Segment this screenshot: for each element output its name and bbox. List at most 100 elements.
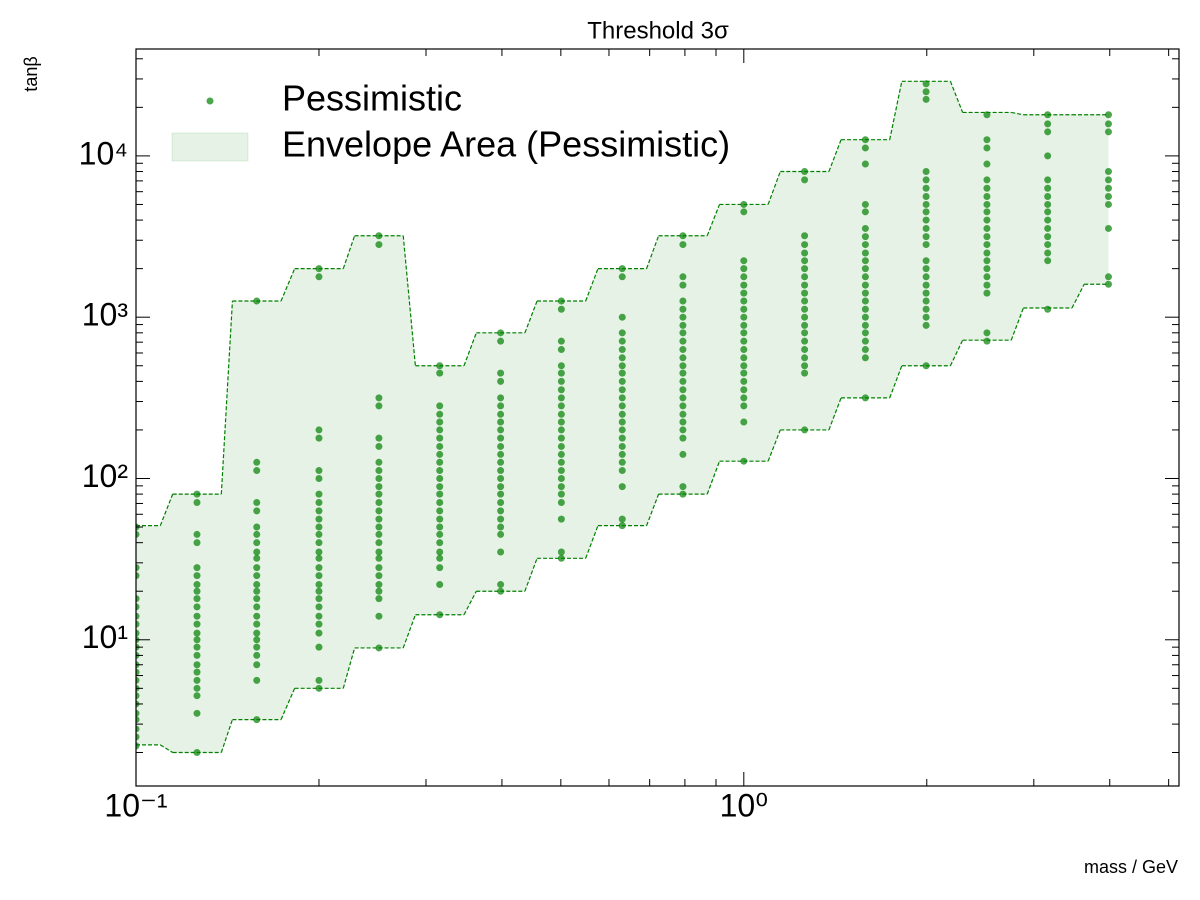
point xyxy=(801,329,809,337)
point xyxy=(253,629,261,637)
point xyxy=(315,603,323,611)
point xyxy=(375,548,383,556)
point xyxy=(436,402,444,410)
point xyxy=(315,612,323,620)
point xyxy=(557,554,565,562)
point xyxy=(801,426,809,434)
point xyxy=(193,564,201,572)
point xyxy=(922,321,930,329)
point xyxy=(861,257,869,265)
point xyxy=(136,725,140,733)
point xyxy=(983,289,991,297)
y-tick-label: 10⁴ xyxy=(79,135,128,171)
point xyxy=(618,483,626,491)
point xyxy=(1104,176,1112,184)
point xyxy=(740,377,748,385)
point xyxy=(740,369,748,377)
point xyxy=(315,434,323,442)
point xyxy=(497,490,505,498)
point xyxy=(618,450,626,458)
point xyxy=(1044,128,1052,136)
point xyxy=(436,515,444,523)
point xyxy=(315,523,323,531)
point xyxy=(1104,120,1112,128)
legend-marker xyxy=(206,97,214,105)
point xyxy=(740,208,748,216)
point xyxy=(861,394,869,402)
point xyxy=(801,289,809,297)
point xyxy=(1104,200,1112,208)
point xyxy=(1044,200,1052,208)
point xyxy=(1044,241,1052,249)
point xyxy=(253,620,261,628)
point xyxy=(679,241,687,249)
point xyxy=(136,742,140,750)
point xyxy=(801,273,809,281)
point xyxy=(983,193,991,201)
point xyxy=(253,507,261,515)
point xyxy=(557,467,565,475)
point xyxy=(861,329,869,337)
point xyxy=(375,241,383,249)
point xyxy=(861,321,869,329)
point xyxy=(618,354,626,362)
point xyxy=(679,313,687,321)
point xyxy=(253,523,261,531)
point xyxy=(136,595,140,603)
point xyxy=(922,184,930,192)
point xyxy=(193,603,201,611)
point xyxy=(861,337,869,345)
point xyxy=(1104,273,1112,281)
point xyxy=(922,281,930,289)
point xyxy=(679,434,687,442)
point xyxy=(618,442,626,450)
point xyxy=(922,168,930,176)
envelope-step xyxy=(402,235,416,366)
legend-label: Pessimistic xyxy=(282,78,462,119)
point xyxy=(136,676,140,684)
point xyxy=(861,136,869,144)
point xyxy=(375,587,383,595)
point xyxy=(497,394,505,402)
point xyxy=(679,232,687,240)
point xyxy=(679,281,687,289)
point xyxy=(801,321,809,329)
point xyxy=(557,490,565,498)
envelope-step xyxy=(159,744,174,754)
point xyxy=(557,442,565,450)
point xyxy=(679,386,687,394)
point xyxy=(315,643,323,651)
point xyxy=(922,95,930,103)
point xyxy=(375,490,383,498)
point xyxy=(375,554,383,562)
point xyxy=(801,362,809,370)
legend-label: Envelope Area (Pessimistic) xyxy=(282,124,730,165)
point xyxy=(983,257,991,265)
point xyxy=(497,410,505,418)
point xyxy=(861,208,869,216)
point xyxy=(315,498,323,506)
point xyxy=(740,265,748,273)
point xyxy=(253,498,261,506)
plot-area xyxy=(136,80,1112,757)
envelope-step xyxy=(949,339,964,367)
point xyxy=(315,474,323,482)
point xyxy=(375,581,383,589)
point xyxy=(983,160,991,168)
point xyxy=(436,418,444,426)
point xyxy=(193,587,201,595)
point xyxy=(922,241,930,249)
point xyxy=(1044,257,1052,265)
point xyxy=(315,530,323,538)
point xyxy=(557,369,565,377)
point xyxy=(679,426,687,434)
point xyxy=(801,168,809,176)
point xyxy=(436,564,444,572)
point xyxy=(983,136,991,144)
point xyxy=(740,354,748,362)
point xyxy=(436,523,444,531)
point xyxy=(1104,184,1112,192)
point xyxy=(922,289,930,297)
point xyxy=(136,709,140,717)
point xyxy=(253,603,261,611)
